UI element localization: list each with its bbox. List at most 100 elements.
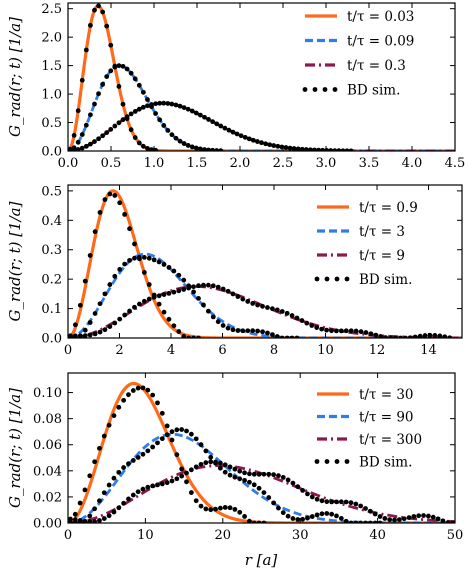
sim-point — [290, 480, 296, 486]
sim-point — [255, 328, 261, 334]
sim-point — [181, 105, 187, 110]
sim-point — [117, 267, 123, 272]
sim-point — [82, 487, 88, 493]
x-tick-label: 50 — [447, 528, 464, 543]
sim-point — [146, 255, 152, 261]
sim-point — [102, 197, 108, 203]
sim-point — [271, 472, 276, 478]
sim-point — [300, 487, 306, 493]
sim-point — [122, 312, 128, 318]
sim-point — [210, 147, 216, 151]
sim-point — [145, 484, 151, 490]
sim-point — [145, 97, 150, 102]
sim-point — [251, 471, 257, 477]
sim-point — [287, 145, 293, 151]
sim-point — [83, 47, 89, 53]
sim-point — [87, 519, 93, 523]
sim-point — [112, 193, 118, 198]
y-tick-label: 0.06 — [33, 438, 62, 453]
sim-point — [392, 517, 397, 523]
sim-point — [222, 469, 228, 475]
sim-point — [213, 506, 218, 512]
legend-dot — [332, 87, 338, 92]
sim-point — [140, 385, 146, 391]
chart-panel-3: 0 10 20 30 40 50 0.00 0.02 0.04 0.06 0.08 0.10 G_rad… — [6, 372, 464, 543]
sim-point — [266, 495, 272, 500]
legend-item-1: t/τ = 0.9 — [317, 200, 418, 216]
sim-point — [140, 89, 146, 95]
sim-point — [245, 299, 251, 304]
sim-point — [159, 481, 165, 487]
sim-point — [215, 284, 221, 290]
sim-point — [245, 328, 251, 334]
sim-point — [71, 148, 77, 151]
sim-point — [88, 22, 93, 28]
sim-point — [437, 333, 443, 338]
sim-point — [309, 514, 315, 519]
sim-point — [276, 505, 281, 511]
sim-point — [169, 437, 175, 443]
sim-point — [108, 68, 114, 74]
sim-point — [130, 388, 136, 393]
sim-point — [146, 282, 152, 287]
sim-point — [120, 117, 126, 123]
sim-point — [261, 471, 267, 477]
sim-point — [338, 328, 344, 334]
sim-point — [336, 148, 342, 151]
legend-dot — [334, 276, 340, 282]
sim-point — [372, 511, 378, 517]
sim-point — [237, 509, 243, 515]
sim-point — [179, 466, 185, 472]
sim-point — [150, 483, 156, 489]
sim-point — [97, 210, 103, 215]
sim-point — [92, 7, 97, 13]
legend-item-2: t/τ = 3 — [317, 224, 405, 240]
sim-point — [201, 282, 206, 288]
legend-label: t/τ = 9 — [359, 248, 405, 264]
sim-point — [279, 144, 285, 150]
sim-point — [107, 324, 113, 330]
sim-point — [116, 505, 122, 511]
legend-label: t/τ = 30 — [359, 387, 414, 403]
sim-point — [72, 322, 78, 328]
sim-point — [338, 515, 344, 521]
sim-point — [188, 467, 194, 473]
sim-point — [316, 147, 321, 151]
sim-point — [97, 498, 102, 504]
sim-point — [348, 328, 354, 334]
plot-frame — [67, 2, 456, 152]
sim-point — [271, 500, 276, 506]
sim-point — [274, 307, 280, 313]
y-tick-label: 0.5 — [41, 116, 62, 131]
sim-point — [230, 129, 236, 135]
sim-point — [213, 459, 218, 465]
sim-point — [238, 133, 244, 139]
sim-point — [215, 319, 221, 325]
sim-point — [417, 333, 423, 338]
sim-point — [218, 148, 224, 151]
legend-label: t/τ = 0.09 — [347, 34, 414, 50]
sim-point — [242, 134, 248, 140]
sim-point — [324, 148, 330, 151]
legend-dot — [314, 459, 320, 464]
legend-label: t/τ = 0.03 — [347, 9, 414, 25]
sim-point — [79, 132, 85, 137]
sim-point — [102, 291, 108, 297]
sim-point — [422, 333, 428, 338]
sim-point — [106, 513, 112, 519]
sim-point — [205, 282, 211, 288]
sim-point — [191, 284, 196, 290]
sim-point — [120, 101, 126, 107]
sim-point — [203, 448, 209, 454]
sim-point — [198, 442, 204, 448]
y-tick-label: 2.5 — [41, 2, 62, 17]
sim-point — [150, 392, 156, 398]
sim-point — [214, 121, 220, 127]
sim-point — [166, 316, 172, 322]
sim-point — [295, 146, 301, 151]
sim-point — [135, 489, 141, 495]
legend-item-2: t/τ = 90 — [317, 410, 414, 426]
sim-point — [122, 261, 128, 267]
chart-panel-1: 0.0 0.5 1.0 1.5 2.0 2.5 3.0 3.5 4.0 4.5 0.0 0.5 1.0 1… — [6, 2, 465, 171]
sim-point — [203, 460, 209, 466]
